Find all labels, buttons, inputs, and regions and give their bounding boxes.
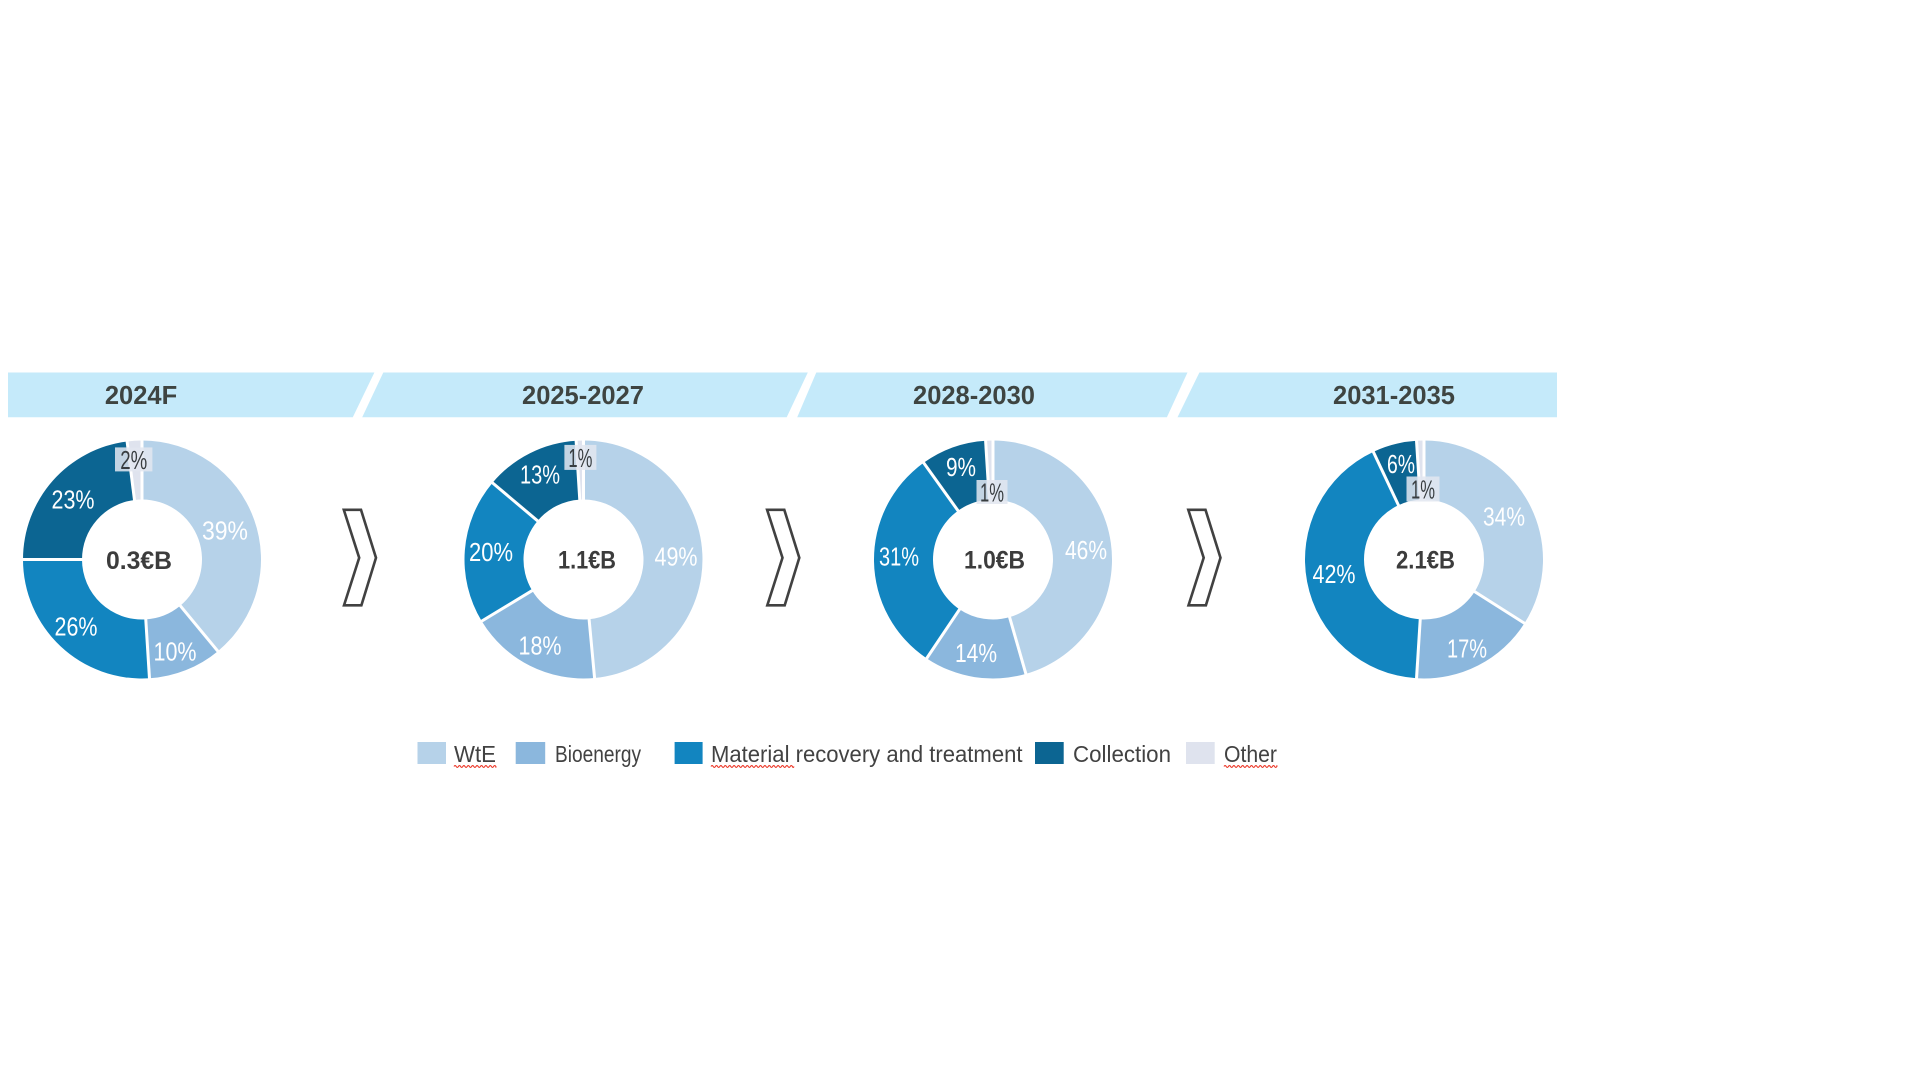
svg-text:1.1€B: 1.1€B <box>558 547 616 575</box>
svg-text:42%: 42% <box>1313 559 1356 589</box>
svg-text:1.0€B: 1.0€B <box>964 547 1025 575</box>
svg-text:23%: 23% <box>52 485 95 515</box>
svg-text:10%: 10% <box>154 637 197 667</box>
svg-text:46%: 46% <box>1065 535 1107 565</box>
svg-text:18%: 18% <box>519 631 562 661</box>
svg-text:26%: 26% <box>55 612 98 642</box>
svg-text:WtE: WtE <box>454 741 496 767</box>
svg-text:14%: 14% <box>955 638 997 668</box>
svg-text:Collection: Collection <box>1073 741 1171 767</box>
svg-text:2%: 2% <box>120 445 147 475</box>
svg-text:13%: 13% <box>520 460 560 490</box>
svg-text:Material recovery and treatmen: Material recovery and treatment <box>711 741 1023 767</box>
svg-text:2.1€B: 2.1€B <box>1396 547 1455 575</box>
svg-text:31%: 31% <box>879 542 919 572</box>
svg-text:17%: 17% <box>1447 634 1487 664</box>
svg-text:Bioenergy: Bioenergy <box>555 741 641 767</box>
svg-text:1%: 1% <box>1411 475 1435 505</box>
svg-text:2024F: 2024F <box>105 382 177 410</box>
svg-text:34%: 34% <box>1483 502 1525 532</box>
svg-text:Other: Other <box>1224 741 1277 767</box>
svg-text:2028-2030: 2028-2030 <box>913 382 1035 410</box>
svg-text:20%: 20% <box>469 537 513 567</box>
svg-text:1%: 1% <box>980 478 1004 508</box>
svg-text:9%: 9% <box>946 452 976 482</box>
svg-text:2031-2035: 2031-2035 <box>1333 382 1455 410</box>
svg-text:2025-2027: 2025-2027 <box>522 382 644 410</box>
svg-text:0.3€B: 0.3€B <box>106 547 172 575</box>
svg-text:39%: 39% <box>202 516 248 546</box>
svg-text:1%: 1% <box>568 443 592 473</box>
svg-text:49%: 49% <box>655 542 698 572</box>
svg-text:6%: 6% <box>1387 449 1415 479</box>
